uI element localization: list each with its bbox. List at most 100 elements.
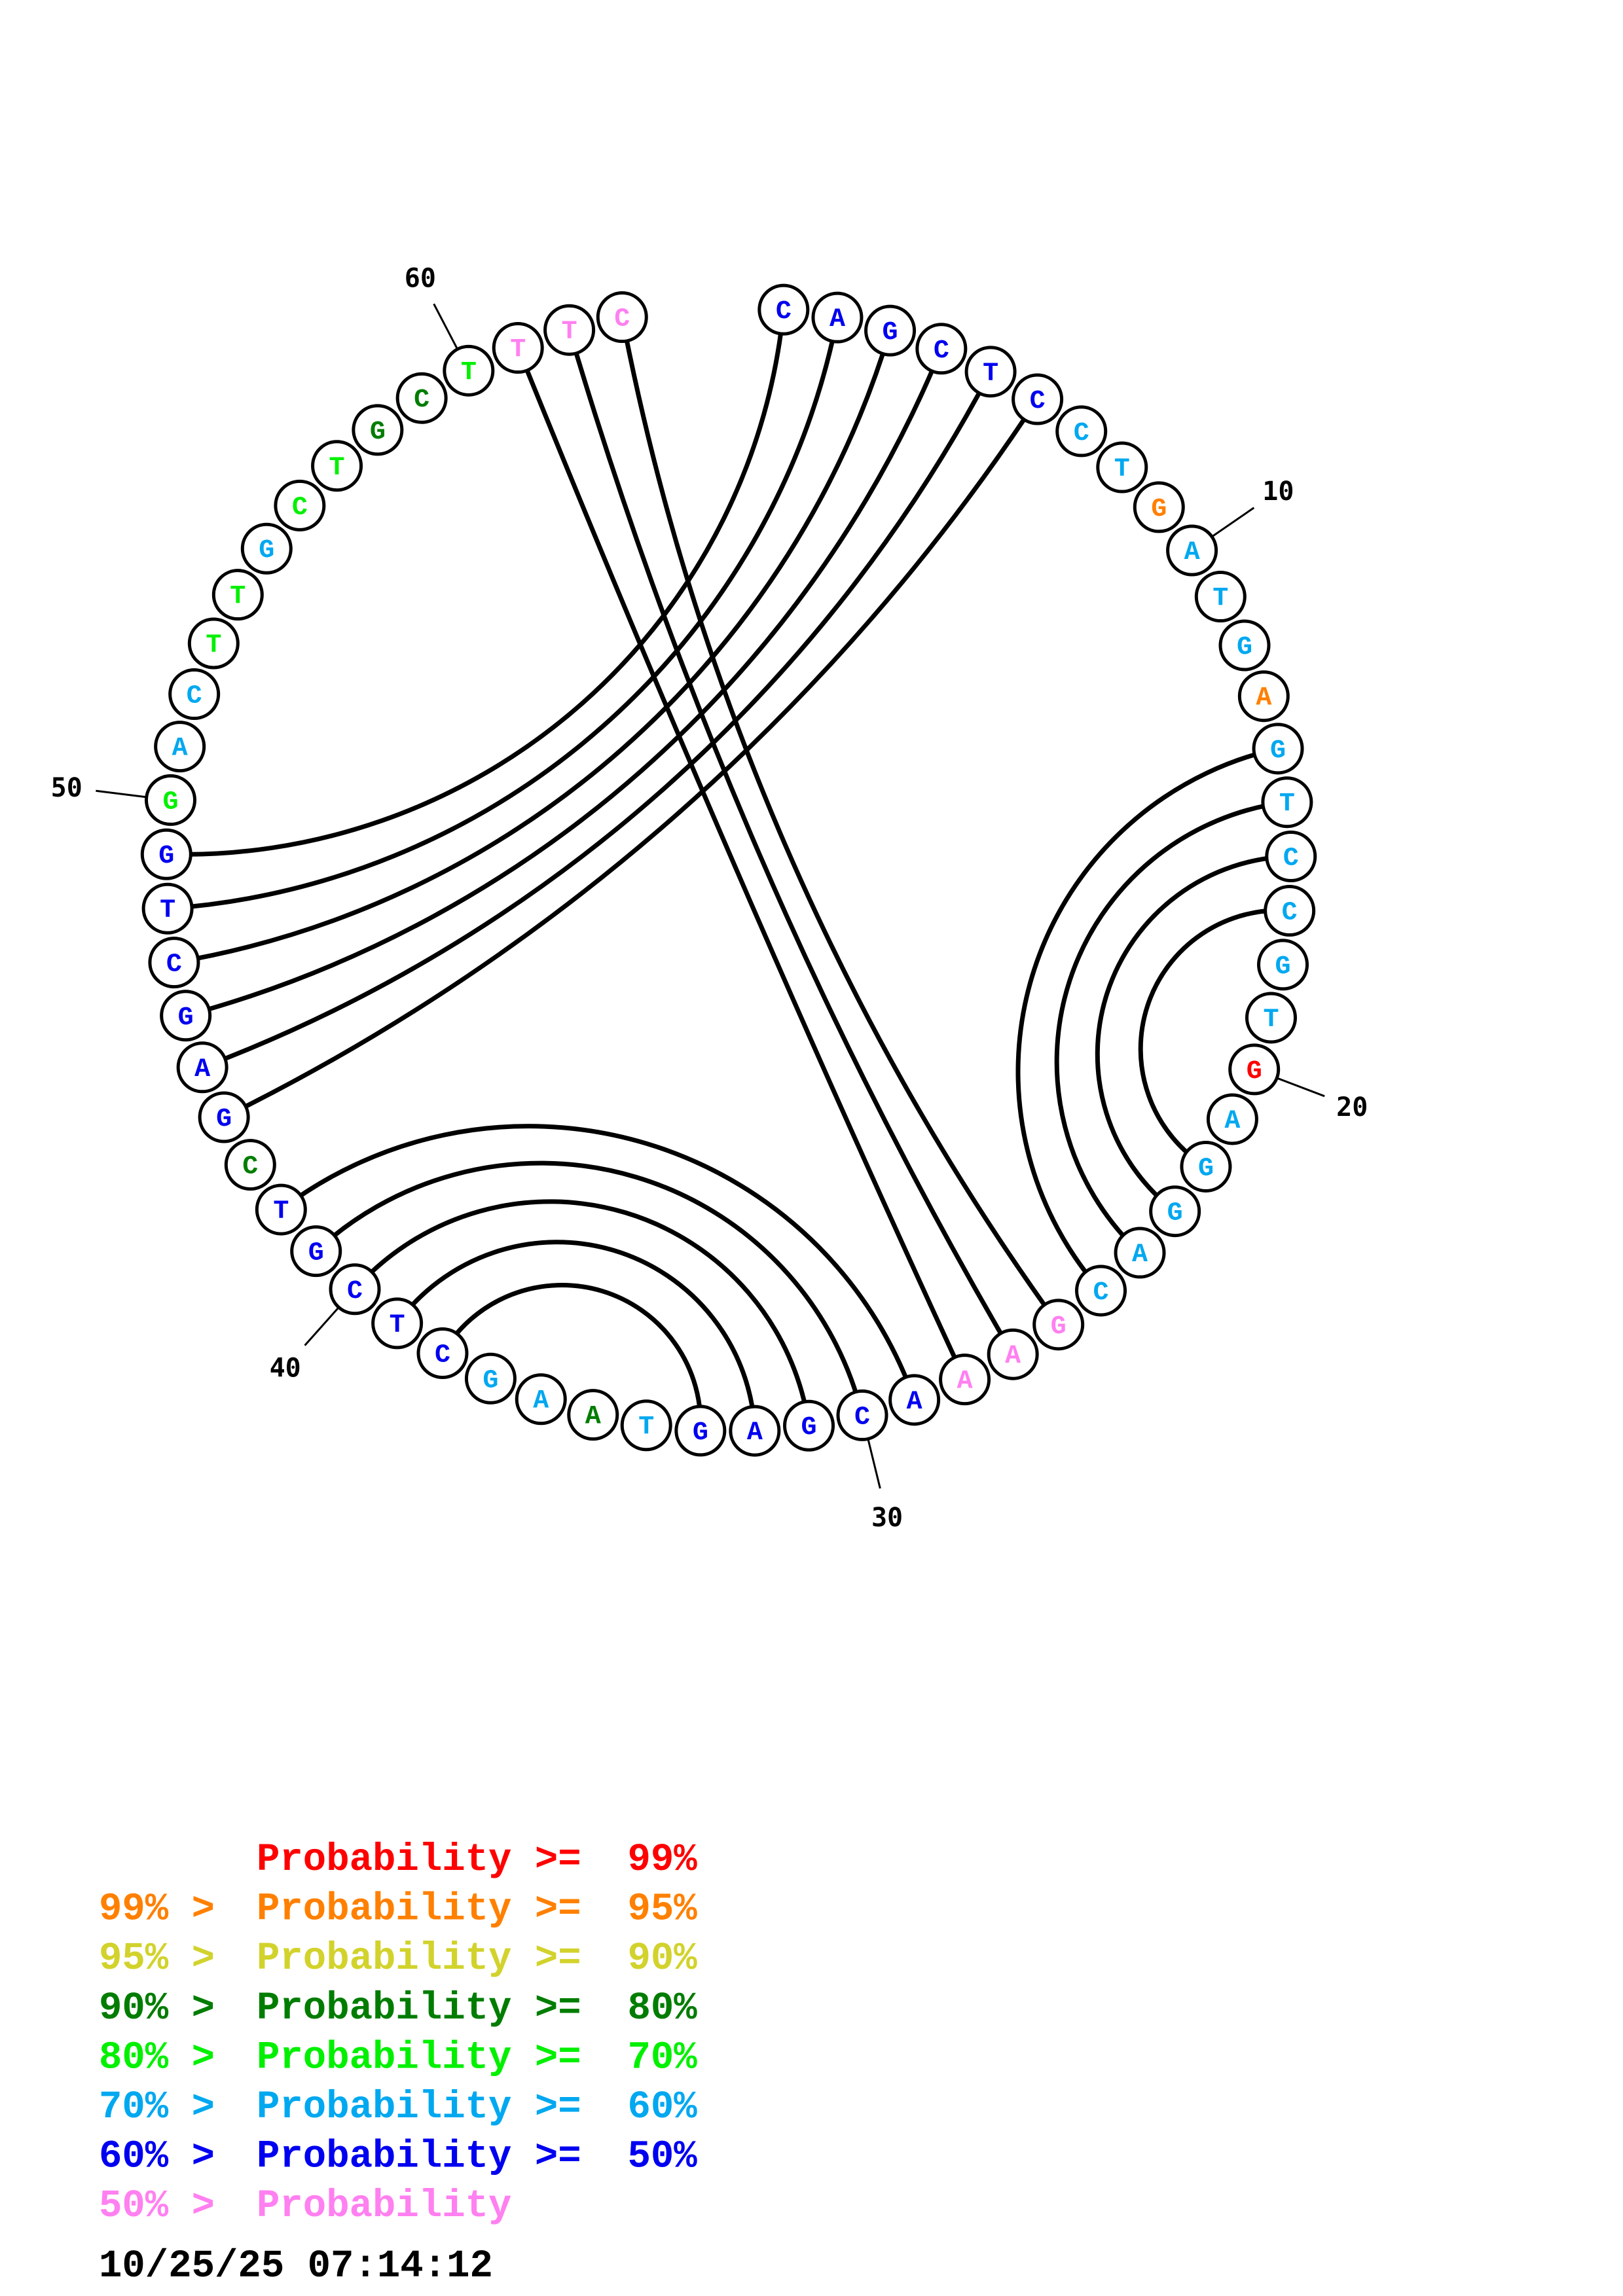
legend-row: 60% > Probability >= 50% xyxy=(99,2135,697,2179)
nucleotide-62: T xyxy=(543,304,596,356)
nucleotide-letter: G xyxy=(1275,952,1291,982)
nucleotide-circle xyxy=(1194,571,1247,623)
nucleotide-circle xyxy=(290,1225,342,1278)
nucleotide-18: G xyxy=(1257,939,1309,991)
nucleotide-15: T xyxy=(1261,776,1313,829)
nucleotide-31: G xyxy=(783,1399,835,1452)
nucleotide-letter: G xyxy=(801,1413,817,1443)
nucleotide-circle xyxy=(329,1263,381,1316)
nucleotide-circle xyxy=(543,304,596,356)
nucleotide-circle xyxy=(783,1399,835,1452)
nucleotide-49: G xyxy=(140,828,192,880)
nucleotide-letter: C xyxy=(614,305,630,334)
nucleotide-circle xyxy=(811,291,864,344)
pair-arc-4-46 xyxy=(185,348,944,1018)
nucleotide-circle xyxy=(1228,1043,1281,1096)
nucleotide-circle xyxy=(1237,670,1290,723)
nucleotide-letter: G xyxy=(216,1105,232,1134)
nucleotide-circle xyxy=(1206,1093,1258,1145)
legend-label: Probability xyxy=(257,2184,511,2228)
legend-row: 99% > Probability >= 95% xyxy=(99,1888,697,1931)
nucleotide-56: C xyxy=(274,479,326,531)
legend-prefix: 99% > xyxy=(99,1888,215,1931)
legend-prefix: 50% > xyxy=(99,2184,215,2228)
legend-prefix: 80% > xyxy=(99,2036,215,2079)
legend-row: 90% > Probability >= 80% xyxy=(99,1986,697,2030)
nucleotide-letter: A xyxy=(533,1387,549,1416)
nucleotide-24: A xyxy=(1114,1227,1166,1279)
pair-arc-2-48 xyxy=(167,317,840,911)
nucleotide-letter: C xyxy=(1030,387,1046,416)
nucleotide-letter: C xyxy=(187,682,202,711)
nucleotide-circle xyxy=(255,1183,307,1236)
legend-prefix: 70% > xyxy=(99,2085,215,2129)
legend-row: 70% > Probability >= 60% xyxy=(99,2085,697,2129)
nucleotide-27: A xyxy=(987,1328,1039,1380)
nucleotide-circle xyxy=(176,1041,228,1094)
nucleotide-letter: T xyxy=(160,896,175,925)
nucleotide-14: G xyxy=(1252,723,1304,775)
nucleotide-circle xyxy=(888,1374,941,1426)
nucleotide-28: A xyxy=(939,1354,991,1406)
legend-label: Probability >= 70% xyxy=(257,2036,697,2079)
nucleotide-5: T xyxy=(964,346,1017,398)
nucleotide-7: C xyxy=(1055,405,1108,457)
nucleotide-letter: A xyxy=(172,734,188,764)
nucleotide-circle xyxy=(836,1389,888,1441)
pair-arc-17-22 xyxy=(1138,908,1290,1169)
nucleotide-circle xyxy=(939,1354,991,1406)
nucleotide-58: G xyxy=(352,404,404,456)
nucleotide-35: A xyxy=(567,1389,619,1441)
nucleotide-12: G xyxy=(1218,619,1271,672)
nucleotide-circle xyxy=(1264,885,1316,937)
nucleotide-23: G xyxy=(1149,1185,1201,1238)
nucleotide-circle xyxy=(240,522,293,575)
nucleotide-circle xyxy=(1180,1140,1232,1193)
nucleotide-letter: A xyxy=(747,1418,763,1448)
tick-label-20: 20 xyxy=(1336,1092,1368,1122)
legend-label: Probability >= 80% xyxy=(257,1986,697,2030)
nucleotide-circle xyxy=(674,1405,727,1457)
nucleotide-letter: T xyxy=(273,1197,289,1227)
nucleotide-circle xyxy=(1133,481,1185,533)
nucleotide-59: C xyxy=(395,372,448,424)
nucleotide-circle xyxy=(1245,992,1297,1044)
nucleotide-circle xyxy=(1149,1185,1201,1238)
tick-label-10: 10 xyxy=(1262,476,1294,507)
pair-arc-30-41 xyxy=(314,1160,865,1416)
tick-line-10 xyxy=(1211,507,1255,538)
nucleotide-ring: C A GCTCCTGATGAGTCCGTGAGGACGAAACGAGTAAGCTC… xyxy=(140,283,1317,1457)
nucleotide-letter: T xyxy=(1263,1005,1279,1035)
nucleotide-letter: G xyxy=(1151,495,1167,524)
nucleotide-letter: C xyxy=(934,336,949,366)
position-ticks: 10 20 30 40 50 60 xyxy=(51,263,1368,1532)
probability-legend: Probability >= 99% 99% > Probability >= 95… xyxy=(99,1838,697,2228)
nucleotide-circle xyxy=(1075,1265,1127,1317)
nucleotide-circle xyxy=(1252,723,1304,775)
pair-arc-5-45 xyxy=(201,370,993,1070)
nucleotide-circle xyxy=(1265,831,1317,883)
nucleotide-letter: A xyxy=(830,305,845,334)
legend-label: Probability >= 99% xyxy=(257,1838,697,1882)
tick-label-50: 50 xyxy=(51,773,82,803)
nucleotide-letter: C xyxy=(1093,1278,1109,1308)
nucleotide-57: T xyxy=(311,440,363,492)
nucleotide-3: G xyxy=(864,304,917,357)
nucleotide-letter: T xyxy=(638,1413,654,1443)
legend-prefix: 60% > xyxy=(99,2135,215,2179)
nucleotide-letter: G xyxy=(693,1418,708,1448)
nucleotide-32: A xyxy=(729,1405,781,1457)
nucleotide-letter: T xyxy=(1213,584,1228,614)
nucleotide-letter: G xyxy=(308,1239,324,1268)
tick-line-20 xyxy=(1276,1077,1325,1098)
nucleotide-circle xyxy=(168,668,221,721)
nucleotide-letter: C xyxy=(347,1277,363,1306)
nucleotide-letter: A xyxy=(194,1055,210,1085)
nucleotide-55: G xyxy=(240,522,293,575)
nucleotide-1: C xyxy=(757,283,810,336)
nucleotide-circle xyxy=(729,1405,781,1457)
nucleotide-53: T xyxy=(187,617,240,670)
nucleotide-51: A xyxy=(154,721,206,773)
nucleotide-letter: G xyxy=(158,842,174,871)
